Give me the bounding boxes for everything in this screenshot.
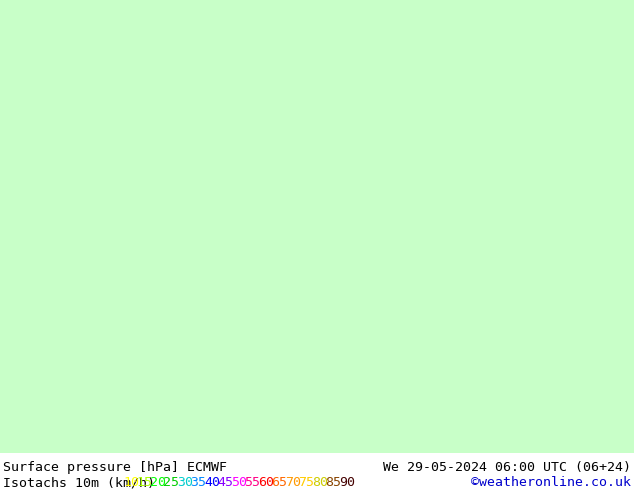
Text: 75: 75 — [299, 476, 314, 489]
Text: 85: 85 — [325, 476, 342, 489]
Text: 45: 45 — [217, 476, 233, 489]
Text: 25: 25 — [164, 476, 179, 489]
Text: 80: 80 — [312, 476, 328, 489]
Text: 50: 50 — [231, 476, 247, 489]
Text: 60: 60 — [258, 476, 274, 489]
Text: 90: 90 — [339, 476, 355, 489]
Text: 20: 20 — [150, 476, 166, 489]
Text: 55: 55 — [245, 476, 261, 489]
Text: 40: 40 — [204, 476, 220, 489]
Text: Isotachs 10m (km/h): Isotachs 10m (km/h) — [3, 476, 155, 489]
Text: 35: 35 — [190, 476, 207, 489]
Text: 15: 15 — [136, 476, 153, 489]
Text: 65: 65 — [271, 476, 287, 489]
Text: ©weatheronline.co.uk: ©weatheronline.co.uk — [471, 476, 631, 489]
Text: We 29-05-2024 06:00 UTC (06+24): We 29-05-2024 06:00 UTC (06+24) — [383, 461, 631, 474]
Text: 30: 30 — [177, 476, 193, 489]
Text: 70: 70 — [285, 476, 301, 489]
Text: 10: 10 — [123, 476, 139, 489]
Text: Surface pressure [hPa] ECMWF: Surface pressure [hPa] ECMWF — [3, 461, 227, 474]
